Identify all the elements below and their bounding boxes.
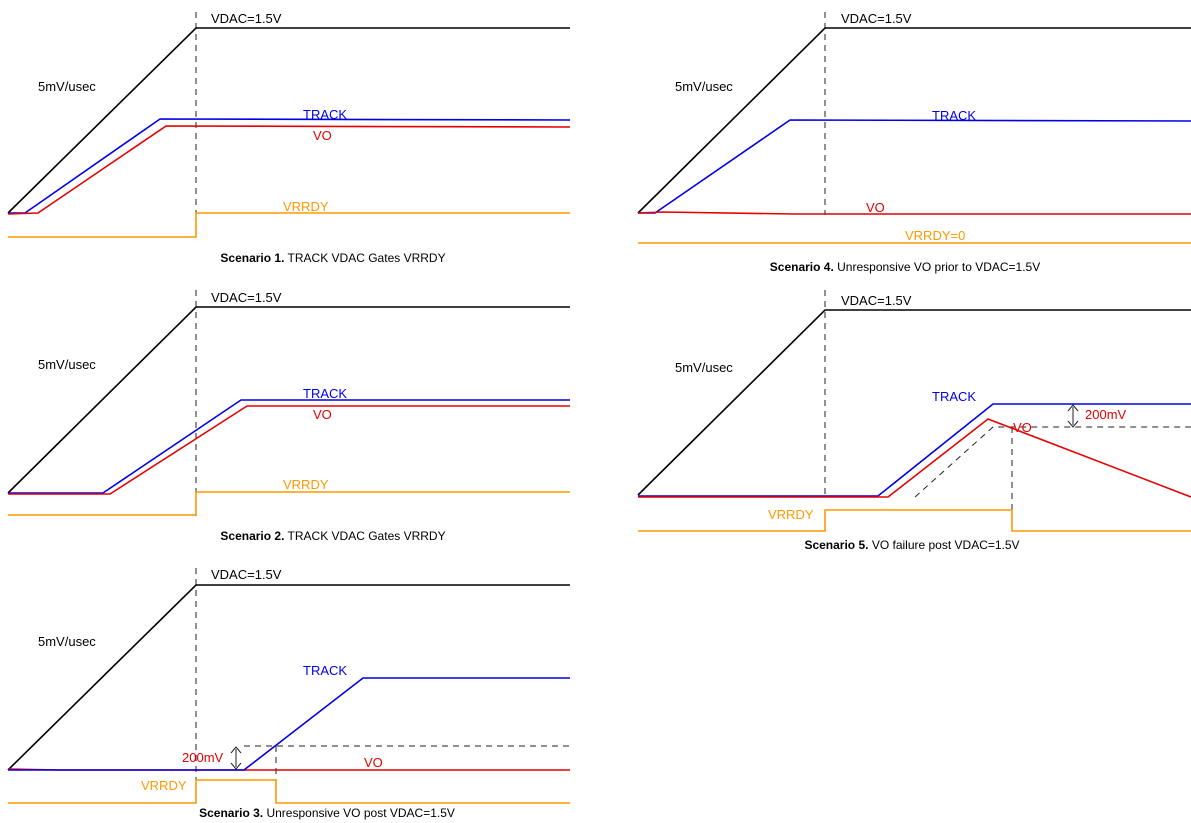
vo-waveform	[638, 418, 1191, 498]
scenario-1-caption: Scenario 1. TRACK VDAC Gates VRRDY	[220, 251, 445, 265]
dimension-arrow-head-up	[230, 746, 242, 754]
slew-rate-label: 5mV/usec	[38, 634, 96, 649]
delta-label: 200mV	[1085, 407, 1127, 422]
scenario-1-title: TRACK VDAC Gates VRRDY	[288, 251, 446, 265]
scenario-4-number: Scenario 4.	[770, 260, 834, 274]
scenario-1-panel: VDAC=1.5V 5mV/usec TRACK VO VRRDY Scenar…	[7, 11, 571, 265]
vrrdy-label: VRRDY	[283, 199, 329, 214]
vdac-waveform	[637, 309, 1191, 496]
scenario-2-number: Scenario 2.	[220, 529, 284, 543]
vrrdy-label: VRRDY	[141, 778, 187, 793]
200mv-dimension-arrow	[230, 746, 242, 770]
scenario-2-title: TRACK VDAC Gates VRRDY	[288, 529, 446, 543]
slew-rate-label: 5mV/usec	[38, 357, 96, 372]
dimension-arrow-head-down	[230, 762, 242, 770]
vo-label: VO	[364, 755, 383, 770]
vrrdy-waveform	[8, 491, 570, 516]
vrrdy-waveform	[8, 779, 570, 804]
track-label: TRACK	[303, 386, 347, 401]
vo-label: VO	[1013, 420, 1032, 435]
scenario-3-number: Scenario 3.	[199, 806, 263, 820]
scenario-5-caption: Scenario 5. VO failure post VDAC=1.5V	[804, 538, 1019, 552]
vrrdy-waveform	[8, 212, 570, 238]
scenario-2-panel: VDAC=1.5V 5mV/usec TRACK VO VRRDY Scenar…	[7, 290, 570, 543]
track-waveform	[638, 403, 1191, 497]
vo-waveform	[7, 125, 571, 215]
vo-label: VO	[866, 200, 885, 215]
vdac-waveform	[7, 584, 570, 771]
scenario-2-caption: Scenario 2. TRACK VDAC Gates VRRDY	[220, 529, 445, 543]
vo-waveform	[637, 211, 1191, 215]
vo-waveform	[8, 405, 570, 495]
track-waveform	[638, 119, 1191, 214]
vo-label: VO	[313, 128, 332, 143]
vrrdy-label: VRRDY	[283, 477, 329, 492]
delta-label: 200mV	[182, 750, 224, 765]
vrrdy-label: VRRDY	[768, 507, 814, 522]
scenario-4-title: Unresponsive VO prior to VDAC=1.5V	[837, 260, 1040, 274]
vrrdy-zero-label: VRRDY=0	[905, 228, 965, 243]
dimension-arrow-head-down	[1067, 420, 1079, 428]
slew-rate-label: 5mV/usec	[675, 360, 733, 375]
track-waveform	[8, 399, 570, 494]
vdac-label: VDAC=1.5V	[841, 293, 912, 308]
scenario-3-caption: Scenario 3. Unresponsive VO post VDAC=1.…	[199, 806, 455, 820]
slew-rate-label: 5mV/usec	[675, 79, 733, 94]
scenario-3-title: Unresponsive VO post VDAC=1.5V	[266, 806, 454, 820]
vdac-label: VDAC=1.5V	[211, 290, 282, 305]
vdac-waveform	[637, 27, 1191, 214]
track-label: TRACK	[303, 663, 347, 678]
vrrdy-waveform	[638, 509, 1191, 532]
vdac-waveform	[7, 27, 570, 214]
track-label: TRACK	[303, 107, 347, 122]
track-waveform	[8, 677, 570, 771]
scenario-5-panel: VDAC=1.5V 5mV/usec TRACK 200mV VO VRRDY …	[637, 290, 1191, 552]
vo-label: VO	[313, 407, 332, 422]
scenario-4-caption: Scenario 4. Unresponsive VO prior to VDA…	[770, 260, 1040, 274]
track-label: TRACK	[932, 389, 976, 404]
dimension-arrow-head-up	[1067, 404, 1079, 412]
scenario-5-title: VO failure post VDAC=1.5V	[872, 538, 1020, 552]
vdac-label: VDAC=1.5V	[211, 11, 282, 26]
vdac-label: VDAC=1.5V	[841, 11, 912, 26]
track-label: TRACK	[932, 108, 976, 123]
scenario-4-panel: VDAC=1.5V 5mV/usec TRACK VO VRRDY=0 Scen…	[637, 11, 1191, 274]
vdac-label: VDAC=1.5V	[211, 567, 282, 582]
threshold-line	[914, 426, 1191, 498]
scenario-5-number: Scenario 5.	[804, 538, 868, 552]
scenario-3-panel: VDAC=1.5V 5mV/usec TRACK 200mV VO VRRDY …	[7, 567, 570, 820]
scenario-1-number: Scenario 1.	[220, 251, 284, 265]
slew-rate-label: 5mV/usec	[38, 79, 96, 94]
200mv-dimension-arrow	[1067, 404, 1079, 428]
vdac-waveform	[7, 306, 570, 494]
